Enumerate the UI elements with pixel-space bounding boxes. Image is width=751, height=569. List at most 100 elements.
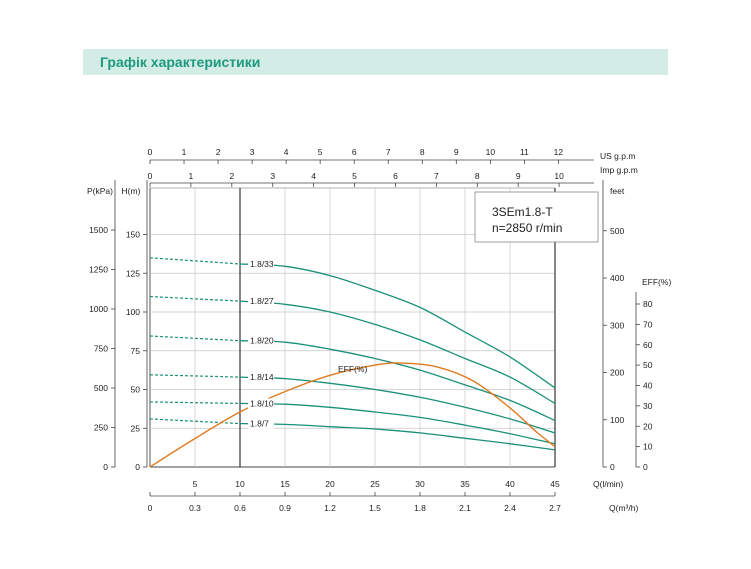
curve-label: 1.8/14 [250,372,274,382]
head-curve [239,263,556,389]
tick-label-feet: 300 [610,320,624,330]
labels: 1.8/33 1.8/27 1.8/20 1.8/14 1.8/10 1.8/7 EFF(%… [248,258,367,429]
tick-label-q-lmin: 40 [505,479,515,489]
tick-label-head: 0 [135,462,140,472]
tick-label-pressure: 250 [94,422,108,432]
tick-label-us-gpm: 9 [454,147,459,157]
tick-label-eff: 50 [643,360,653,370]
axis-label-pressure: P(kPa) [87,186,113,196]
tick-label-q-lmin: 15 [280,479,290,489]
tick-label-head: 125 [126,268,140,278]
curve-label-bg [248,398,274,409]
dashed-curve [149,418,241,425]
tick-label-q-m3h: 1.8 [414,503,426,513]
tick-label-head: 75 [131,346,141,356]
tick-label-q-m3h: 1.5 [369,503,381,513]
tick-label-us-gpm: 4 [284,147,289,157]
tick-label-eff: 70 [643,319,653,329]
curve-label-bg [248,296,274,307]
tick-label-q-m3h: 0 [148,503,153,513]
axis-label-imp-gpm: Imp g.p.m [600,165,638,175]
head-curve [239,422,556,451]
tick-label-us-gpm: 8 [420,147,425,157]
tick-label-us-gpm: 7 [386,147,391,157]
model-speed: n=2850 r/min [492,221,562,235]
tick-label-pressure: 1250 [89,264,108,274]
tick-label-q-lmin: 30 [415,479,425,489]
tick-label-imp-gpm: 2 [229,171,234,181]
efficiency-curve [149,362,556,468]
dashed-curve [149,374,241,378]
tick-label-imp-gpm: 1 [189,171,194,181]
tick-label-us-gpm: 12 [554,147,564,157]
tick-label-us-gpm: 0 [148,147,153,157]
tick-label-imp-gpm: 9 [516,171,521,181]
tick-label-us-gpm: 1 [182,147,187,157]
curve-label-bg [248,258,274,269]
tick-label-pressure: 0 [103,462,108,472]
tick-label-eff: 10 [643,442,653,452]
tick-label-imp-gpm: 6 [393,171,398,181]
tick-label-q-lmin: 20 [325,479,335,489]
axis-label-head: H(m) [122,186,141,196]
curve-label-bg [248,335,274,346]
tick-label-imp-gpm: 3 [270,171,275,181]
model-name: 3SEm1.8-T [492,205,553,219]
curve-label: 1.8/20 [250,336,274,346]
model-box [474,191,599,243]
tick-label-q-m3h: 0.6 [234,503,246,513]
head-curve [239,402,556,445]
tick-label-q-m3h: 1.2 [324,503,336,513]
tick-label-imp-gpm: 8 [475,171,480,181]
tick-label-pressure: 1500 [89,225,108,235]
tick-label-feet: 0 [610,462,615,472]
head-curve [239,376,556,434]
tick-label-head: 100 [126,307,140,317]
tick-label-feet: 200 [610,368,624,378]
tick-label-q-lmin: 45 [550,479,560,489]
tick-label-imp-gpm: 10 [554,171,564,181]
dashed-curve [149,335,241,342]
axis-label-eff: EFF(%) [642,277,671,287]
tick-label-pressure: 1000 [89,304,108,314]
tick-label-us-gpm: 10 [486,147,496,157]
tick-label-pressure: 500 [94,383,108,393]
tick-label-q-m3h: 0.3 [189,503,201,513]
tick-label-head: 150 [126,230,140,240]
tick-label-q-lmin: 5 [193,479,198,489]
tick-label-us-gpm: 5 [318,147,323,157]
tick-label-imp-gpm: 4 [311,171,316,181]
tick-label-head: 50 [131,385,141,395]
curves [149,257,556,468]
curve-label: 1.8/7 [250,419,269,429]
head-curve [239,300,556,404]
tick-label-us-gpm: 2 [216,147,221,157]
tick-label-feet: 400 [610,273,624,283]
tick-label-q-lmin: 35 [460,479,470,489]
axis-label-q-m3h: Q(m³/h) [609,503,638,513]
curve-label-bg [248,418,274,429]
tick-label-eff: 40 [643,381,653,391]
tick-label-imp-gpm: 7 [434,171,439,181]
tick-label-pressure: 750 [94,343,108,353]
dashed-curve [149,257,241,265]
tick-label-head: 25 [131,423,141,433]
axis-label-us-gpm: US g.p.m [600,151,635,161]
tick-label-eff: 60 [643,340,653,350]
tick-label-q-m3h: 2.4 [504,503,516,513]
curve-label-bg [248,372,274,383]
curve-label: 1.8/10 [250,398,274,408]
tick-label-us-gpm: 3 [250,147,255,157]
title-bar: Графік характеристики [83,49,668,75]
tick-label-q-m3h: 0.9 [279,503,291,513]
tick-label-us-gpm: 6 [352,147,357,157]
tick-label-eff: 30 [643,401,653,411]
tick-label-q-lmin: 25 [370,479,380,489]
efficiency-label: EFF(%) [338,364,367,374]
head-curve [239,340,556,422]
curve-label: 1.8/33 [250,259,274,269]
tick-label-feet: 100 [610,415,624,425]
page-title: Графік характеристики [100,54,261,70]
dashed-curve [149,401,241,404]
